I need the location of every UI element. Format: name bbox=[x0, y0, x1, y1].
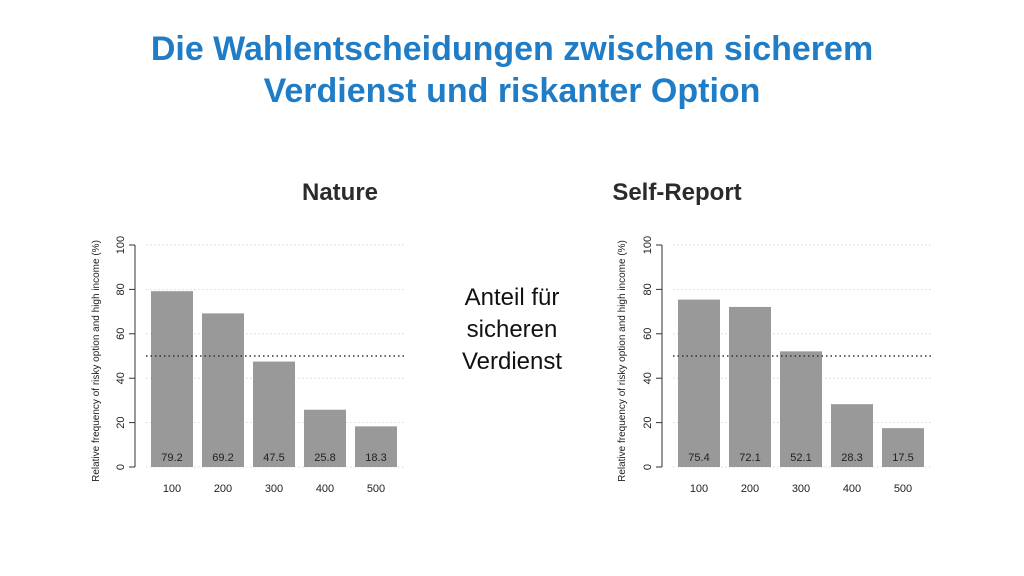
chart-panel-1: Nature 0 20 40 60 80 100 Relative frequency of … bbox=[91, 179, 406, 495]
x-tick-label: 500 bbox=[894, 483, 912, 495]
bar-value-label: 75.4 bbox=[688, 452, 709, 464]
x-tick-label: 200 bbox=[741, 483, 759, 495]
y-axis-title: Relative frequency of risky option and h… bbox=[617, 240, 628, 482]
y-tick-label: 100 bbox=[642, 236, 654, 254]
slide-title-line-1: Die Wahlentscheidungen zwischen sicherem bbox=[150, 30, 874, 68]
bar bbox=[678, 299, 720, 467]
y-tick-label: 80 bbox=[115, 283, 127, 295]
x-tick-label: 400 bbox=[316, 483, 334, 495]
y-tick-label: 0 bbox=[115, 464, 127, 470]
panel-title: Self-Report bbox=[612, 179, 741, 206]
y-tick-label: 40 bbox=[115, 372, 127, 384]
bar-value-label: 47.5 bbox=[263, 452, 284, 464]
bar bbox=[253, 361, 295, 467]
y-axis-title: Relative frequency of risky option and h… bbox=[91, 240, 102, 482]
bar-value-label: 17.5 bbox=[892, 452, 913, 464]
annotation-line-2: sicheren bbox=[466, 316, 558, 343]
panel-title: Nature bbox=[302, 179, 378, 206]
x-tick-label: 100 bbox=[163, 483, 181, 495]
chart-panel-2: Self-Report 0 20 40 60 80 100 Relative frequenc… bbox=[612, 179, 933, 495]
y-tick-label: 20 bbox=[642, 416, 654, 428]
bar bbox=[882, 428, 924, 467]
bar bbox=[729, 306, 771, 467]
slide-title-line-2: Verdienst und riskanter Option bbox=[263, 72, 761, 110]
y-tick-label: 40 bbox=[642, 372, 654, 384]
x-tick-label: 100 bbox=[690, 483, 708, 495]
x-tick-label: 400 bbox=[843, 483, 861, 495]
bar bbox=[355, 426, 397, 467]
y-tick-label: 60 bbox=[115, 328, 127, 340]
bar bbox=[202, 313, 244, 467]
bar-value-label: 52.1 bbox=[790, 452, 811, 464]
annotation-line-3: Verdienst bbox=[461, 348, 563, 375]
bar bbox=[304, 409, 346, 467]
bar-value-label: 18.3 bbox=[365, 452, 386, 464]
bar bbox=[780, 351, 822, 467]
y-tick-label: 0 bbox=[642, 464, 654, 470]
annotation-line-1: Anteil für bbox=[464, 284, 560, 311]
y-tick-label: 20 bbox=[115, 416, 127, 428]
x-tick-label: 200 bbox=[214, 483, 232, 495]
slide-title: Die Wahlentscheidungen zwischen sicherem… bbox=[0, 28, 1024, 112]
x-tick-label: 500 bbox=[367, 483, 385, 495]
annotation-text: Anteil für sicheren Verdienst bbox=[432, 282, 592, 378]
bar bbox=[151, 291, 193, 467]
y-tick-label: 80 bbox=[642, 283, 654, 295]
bar-value-label: 79.2 bbox=[161, 452, 182, 464]
x-tick-label: 300 bbox=[792, 483, 810, 495]
x-tick-label: 300 bbox=[265, 483, 283, 495]
bar-value-label: 28.3 bbox=[841, 452, 862, 464]
bar bbox=[831, 404, 873, 467]
y-tick-label: 60 bbox=[642, 328, 654, 340]
y-tick-label: 100 bbox=[115, 236, 127, 254]
bar-value-label: 69.2 bbox=[212, 452, 233, 464]
bar-value-label: 25.8 bbox=[314, 452, 335, 464]
bar-value-label: 72.1 bbox=[739, 452, 760, 464]
